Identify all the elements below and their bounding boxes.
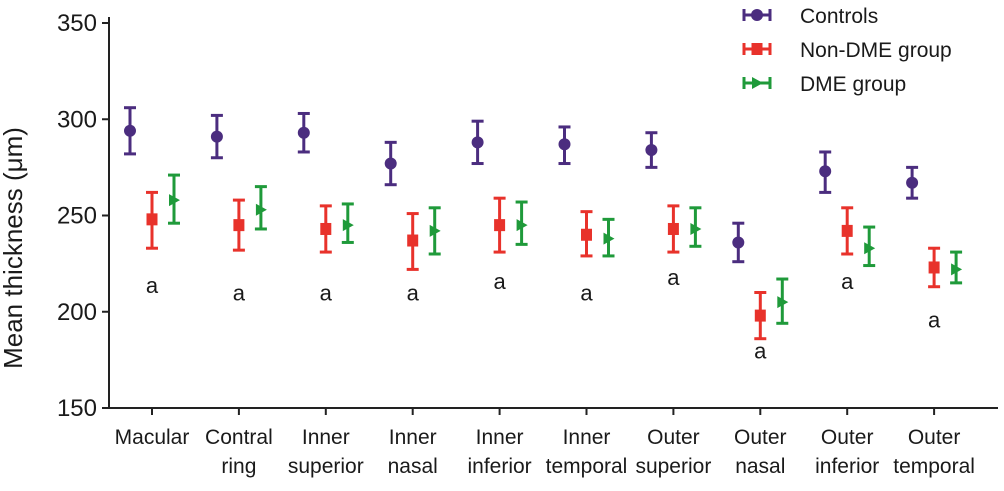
mean-point (146, 213, 158, 226)
mean-point (819, 165, 832, 178)
significance-annotation: a (407, 281, 420, 306)
mean-point (471, 136, 484, 149)
significance-annotation: a (493, 269, 506, 294)
x-tick-label: Macular (115, 426, 190, 449)
mean-point (169, 194, 180, 207)
mean-point (297, 126, 310, 139)
x-tick-label: ring (221, 455, 256, 478)
x-tick-label: Outer (821, 426, 874, 449)
x-tick-label: temporal (546, 455, 628, 478)
legend-label: Controls (800, 5, 878, 28)
mean-point (667, 222, 679, 235)
plot-marks: a a a a a a a a a a (124, 106, 963, 363)
mean-point (233, 219, 245, 232)
x-tick-label: Outer (734, 426, 787, 449)
legend-item: Controls (742, 5, 878, 28)
x-tick-label: inferior (815, 455, 879, 478)
mean-point (255, 203, 267, 216)
mean-point (777, 296, 789, 309)
x-tick-label: Inner (302, 426, 350, 449)
mean-point (581, 228, 592, 241)
mean-point (124, 124, 136, 137)
mean-point (320, 222, 332, 235)
y-tick-label: 350 (57, 10, 97, 37)
x-tick-label: Inner (563, 426, 611, 449)
mean-point (841, 224, 853, 237)
significance-annotation: a (233, 281, 246, 306)
axes: 150 200 250 300 350 Macular Contral ring Inner su… (57, 10, 998, 478)
x-tick-label: Contral (205, 426, 273, 449)
mean-point (928, 261, 940, 274)
mean-point (407, 234, 419, 247)
mean-point (906, 176, 919, 189)
significance-annotation: a (667, 265, 680, 290)
mean-point (429, 224, 441, 237)
mean-point (645, 144, 658, 157)
series-controls (124, 106, 919, 264)
x-tick-label: Outer (647, 426, 700, 449)
mean-point (210, 130, 223, 143)
legend-marker (751, 9, 763, 21)
significance-annotation: a (928, 307, 941, 332)
y-axis-title: Mean thickness (μm) (0, 127, 28, 369)
series-dme-group (168, 173, 963, 325)
y-axis-title-group: Mean thickness (μm) (0, 127, 28, 369)
legend-label: Non-DME group (800, 39, 952, 62)
x-tick-label: Outer (908, 426, 961, 449)
x-tick-label: Inner (476, 426, 524, 449)
mean-point (603, 232, 615, 245)
mean-point (384, 157, 397, 170)
mean-point (690, 222, 702, 235)
x-tick-label: superior (288, 455, 364, 478)
legend: Controls Non-DME group DME group (742, 5, 952, 96)
legend-label: DME group (800, 73, 906, 96)
mean-point (732, 236, 745, 249)
mean-point (516, 219, 528, 232)
x-tick-label: inferior (467, 455, 531, 478)
significance-annotation: a (754, 338, 767, 363)
legend-marker (752, 77, 763, 89)
x-tick-label: Inner (389, 426, 437, 449)
series-non-dme-group (146, 190, 941, 341)
mean-point (558, 138, 571, 151)
mean-point (494, 219, 506, 232)
legend-marker (751, 43, 763, 55)
significance-annotation: a (580, 281, 593, 306)
mean-point (864, 242, 876, 255)
mean-point (342, 219, 354, 232)
y-tick-label: 150 (57, 395, 97, 422)
legend-item: DME group (742, 73, 906, 96)
x-tick-label: nasal (735, 455, 785, 478)
y-tick-label: 250 (57, 203, 97, 230)
significance-annotation: a (146, 273, 159, 298)
legend-item: Non-DME group (742, 39, 952, 62)
y-tick-label: 300 (57, 106, 97, 133)
significance-annotation: a (841, 269, 854, 294)
mean-point (754, 309, 766, 322)
x-tick-label: temporal (893, 455, 975, 478)
x-tick-label: nasal (388, 455, 438, 478)
mean-point (951, 263, 963, 276)
x-tick-label: superior (635, 455, 711, 478)
y-tick-label: 200 (57, 299, 97, 326)
significance-annotation: a (320, 281, 333, 306)
